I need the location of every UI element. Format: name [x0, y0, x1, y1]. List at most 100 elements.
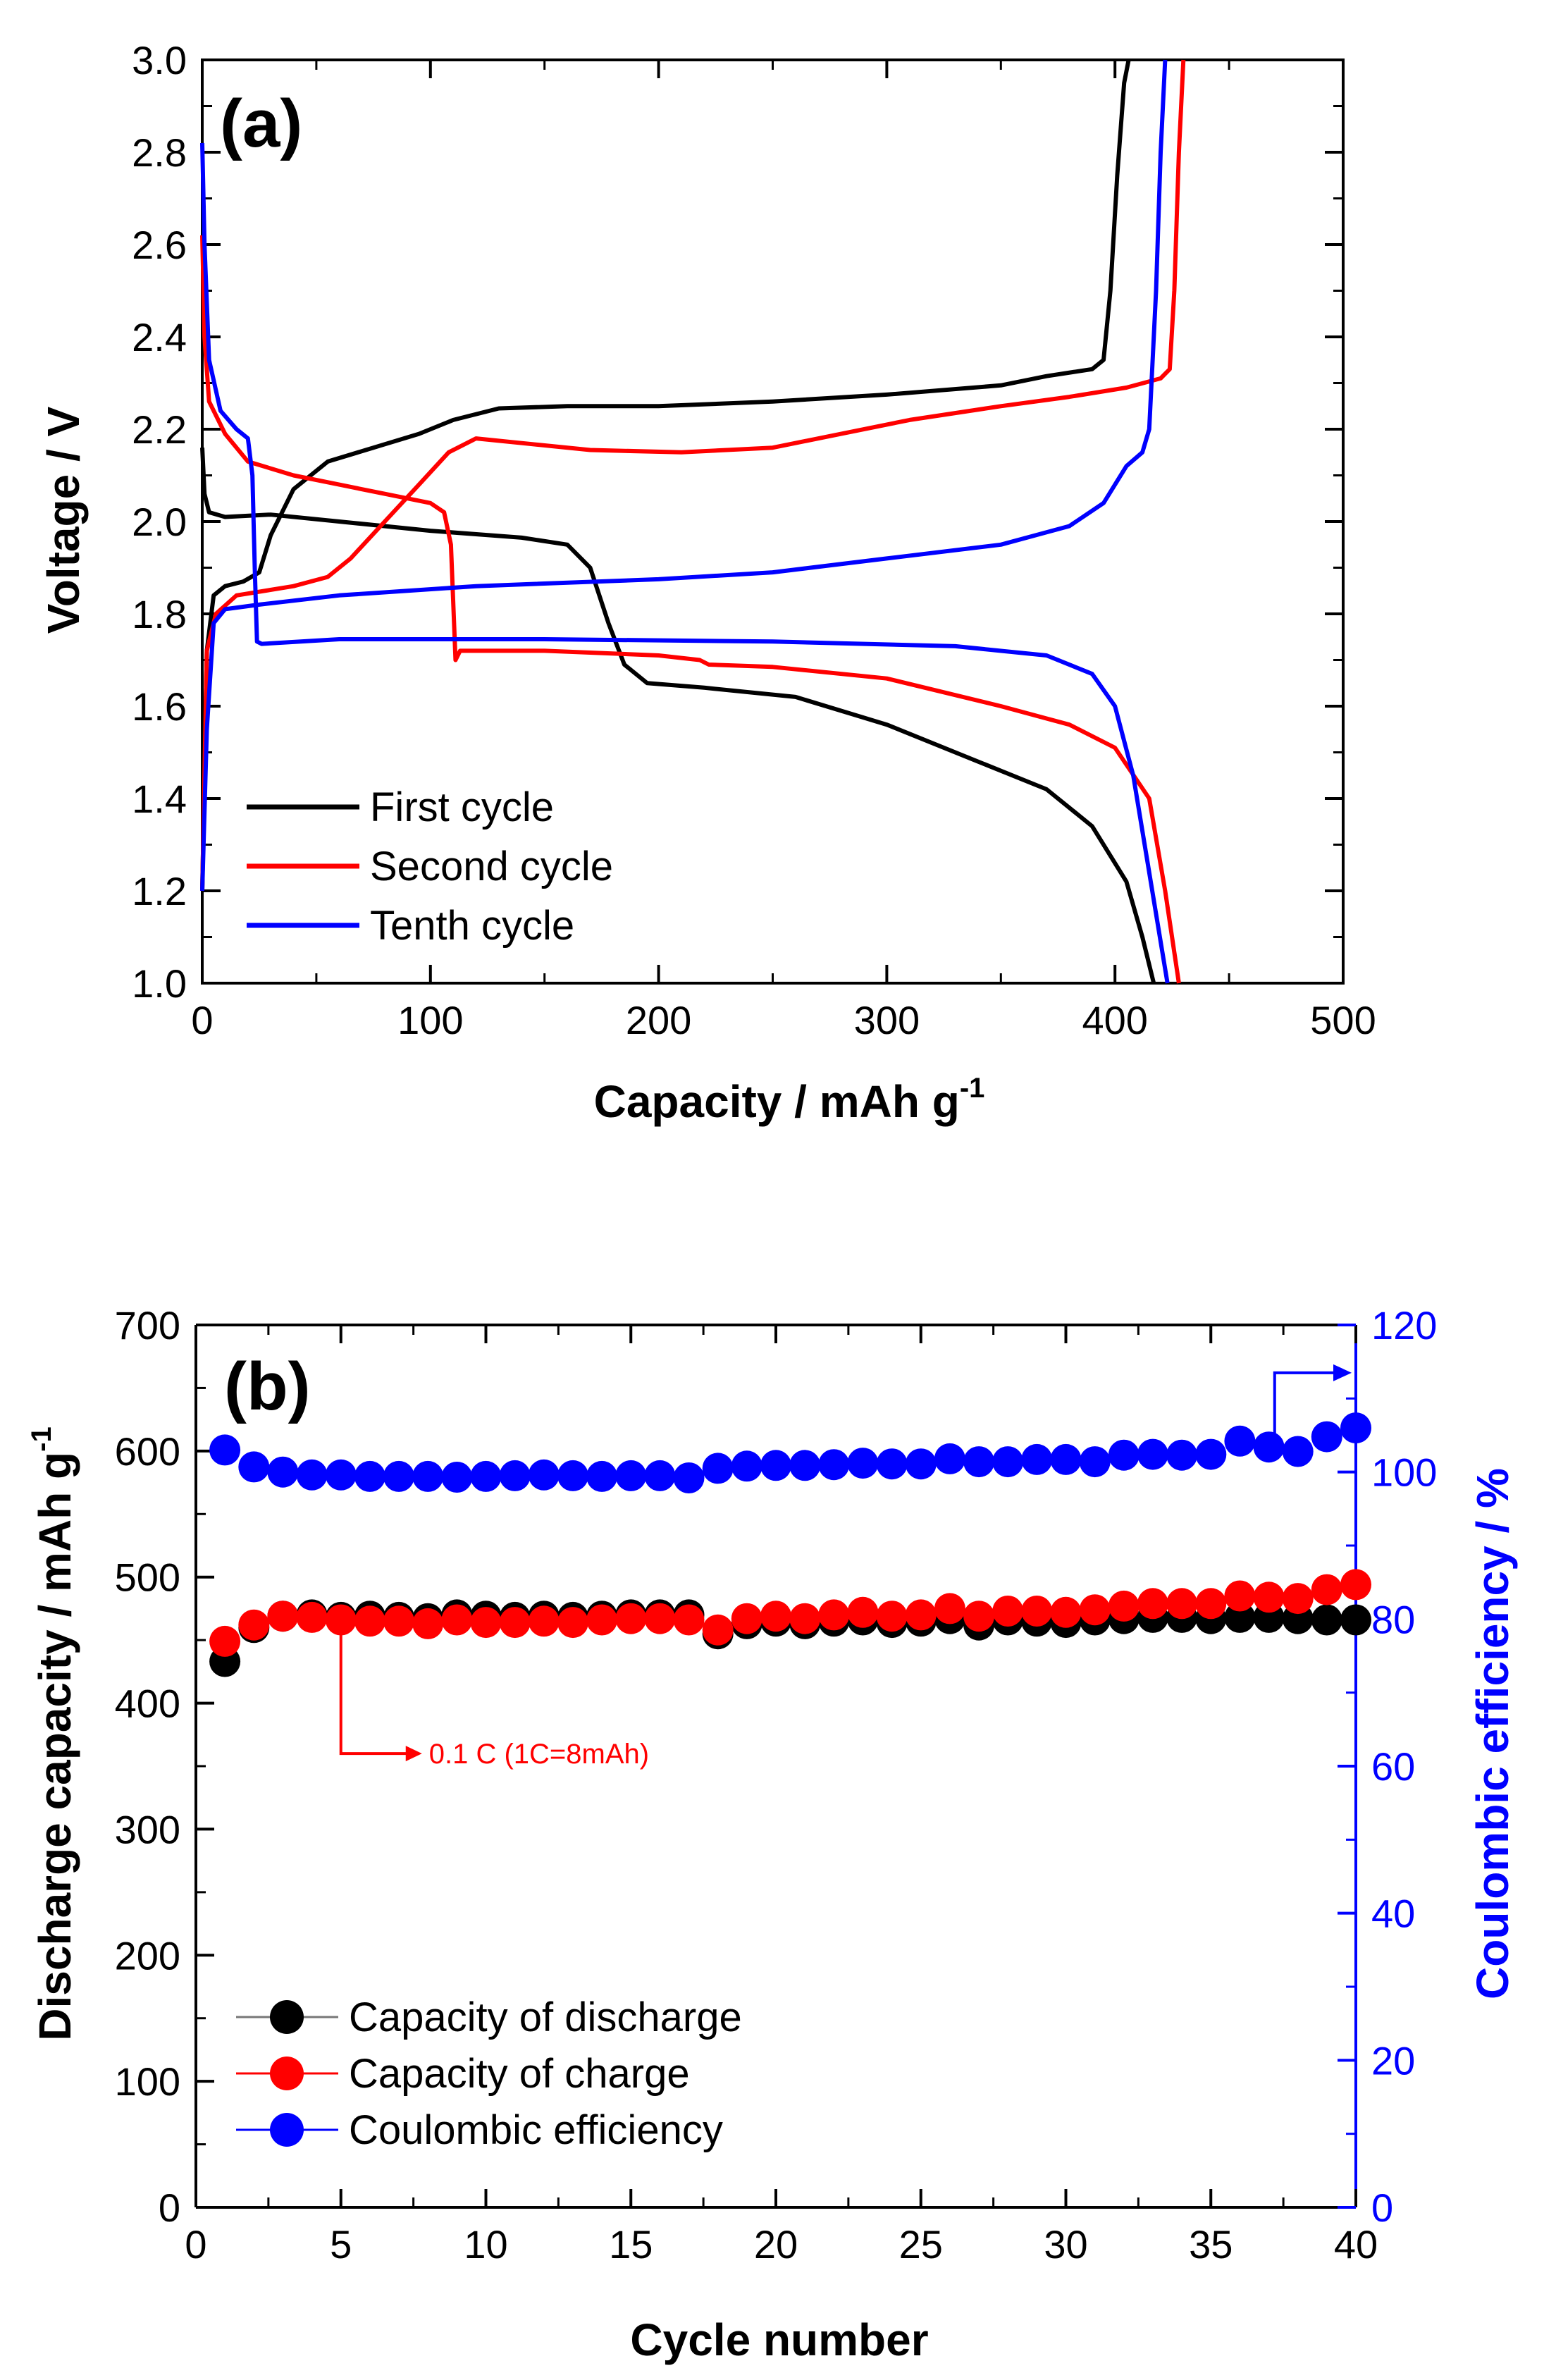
panel-b-capacity-of-charge-point — [760, 1601, 791, 1632]
panel-a-x-tick-label: 200 — [626, 998, 691, 1042]
panel-b-coulombic-efficiency-point — [1050, 1443, 1082, 1475]
panel-b-x-tick-label: 25 — [899, 2222, 943, 2267]
panel-b-coulombic-efficiency-point — [1311, 1421, 1342, 1453]
panel-b-coulombic-efficiency-point — [731, 1450, 762, 1482]
panel-b-right-y-tick-label: 100 — [1371, 1450, 1437, 1495]
panel-b-coulombic-efficiency-point — [1108, 1439, 1140, 1471]
panel-b-coulombic-efficiency-point — [586, 1460, 618, 1492]
panel-a-y-axis-title: Voltage / V — [38, 406, 89, 634]
panel-b-left-y-axis-title: Discharge capacity / mAh g-1 — [26, 1426, 80, 2040]
panel-b-rate-annotation-label: 0.1 C (1C=8mAh) — [429, 1739, 649, 1770]
panel-b-left-y-tick-label: 600 — [115, 1429, 180, 1474]
panel-b-coulombic-efficiency-point — [934, 1443, 965, 1474]
panel-b-coulombic-efficiency-point — [1166, 1439, 1198, 1471]
panel-b-coulombic-efficiency-point — [905, 1448, 937, 1480]
panel-b-coulombic-efficiency-point — [1021, 1443, 1053, 1475]
panel-b-label: (b) — [224, 1349, 311, 1424]
panel-b-legend-marker-capacity-of-charge — [270, 2057, 304, 2090]
panel-b-capacity-of-discharge-point — [1340, 1604, 1371, 1636]
panel-a-legend-label-tenth-cycle: Tenth cycle — [370, 903, 574, 949]
panel-b-left-y-axis-title-superscript: -1 — [26, 1426, 57, 1452]
panel-b-capacity-of-charge-point — [1253, 1581, 1285, 1613]
panel-a-y-tick-label: 1.4 — [132, 777, 187, 821]
panel-b-x-axis-title: Cycle number — [630, 2314, 928, 2365]
panel-b-coulombic-efficiency-point — [354, 1460, 385, 1492]
panel-b-coulombic-efficiency-point — [992, 1446, 1024, 1478]
panel-b-capacity-of-charge-point — [905, 1599, 937, 1631]
panel-b-capacity-of-discharge-point — [1224, 1601, 1256, 1633]
panel-b-coulombic-efficiency-point — [383, 1460, 414, 1492]
panel-b-coulombic-efficiency-point — [818, 1449, 850, 1481]
panel-b-x-tick-label: 0 — [185, 2222, 206, 2267]
panel-b-coulombic-efficiency-point — [615, 1460, 647, 1491]
panel-a-y-tick-label: 2.4 — [132, 315, 187, 359]
panel-a-y-tick-label: 2.2 — [132, 407, 187, 452]
panel-a-legend: First cycle Second cycle Tenth cycle — [247, 784, 613, 949]
panel-b-x-tick-label: 30 — [1044, 2222, 1087, 2267]
panel-b-coulombic-efficiency-point — [963, 1446, 995, 1478]
panel-b-coulombic-efficiency-point — [876, 1448, 908, 1480]
panel-a-x-axis-title: Capacity / mAh g-1 — [594, 1073, 985, 1127]
panel-b-coulombic-efficiency-point — [1282, 1436, 1314, 1467]
panel-b-cycling-performance-chart: 0 5 10 15 20 25 30 35 40010020030040050060070002… — [26, 1303, 1518, 2365]
panel-b-capacity-of-charge-point — [441, 1604, 473, 1636]
panel-b-left-y-tick-label: 200 — [115, 1933, 180, 1978]
panel-b-capacity-of-charge-point — [267, 1601, 299, 1632]
panel-b-right-y-tick-label: 60 — [1371, 1744, 1415, 1789]
panel-b-annotations: 0.1 C (1C=8mAh) — [339, 1364, 1352, 1770]
panel-a-y-tick-label: 2.6 — [132, 223, 187, 267]
panel-b-capacity-of-charge-point — [1311, 1574, 1342, 1605]
panel-a-tenth-cycle-charge-line — [200, 59, 1168, 892]
panel-b-right-y-tick-label: 20 — [1371, 2038, 1415, 2083]
panel-b-capacity-of-charge-point — [1282, 1583, 1314, 1615]
panel-b-x-tick-label: 35 — [1189, 2222, 1233, 2267]
panel-a-x-tick-label: 100 — [397, 998, 463, 1042]
panel-b-legend-marker-coulombic-efficiency — [270, 2113, 304, 2147]
panel-b-right-y-tick-label: 40 — [1371, 1892, 1415, 1936]
panel-b-left-y-tick-label: 700 — [115, 1303, 180, 1348]
panel-a-second-cycle-discharge-line — [200, 235, 1181, 984]
panel-b-coulombic-efficiency-point — [267, 1456, 299, 1488]
panel-a-x-tick-label: 0 — [191, 998, 213, 1042]
panel-b-coulombic-efficiency-point — [1253, 1431, 1285, 1463]
panel-a-y-tick-label: 1.2 — [132, 869, 187, 913]
panel-b-coulombic-efficiency-point — [325, 1459, 357, 1491]
panel-b-ticks: 0 5 10 15 20 25 30 35 40010020030040050060070002… — [115, 1303, 1438, 2267]
panel-b-coulombic-efficiency-point — [1224, 1425, 1256, 1457]
panel-b-capacity-of-charge-point — [876, 1601, 908, 1632]
panel-b-coulombic-efficiency-point — [644, 1460, 676, 1491]
panel-b-coulombic-efficiency-point — [238, 1451, 270, 1483]
panel-b-x-tick-label: 5 — [330, 2222, 352, 2267]
panel-b-capacity-of-charge-point — [528, 1605, 560, 1637]
panel-b-capacity-of-charge-point — [499, 1607, 531, 1639]
panel-b-capacity-of-charge-point — [586, 1604, 618, 1636]
panel-a-y-tick-label: 1.0 — [132, 961, 187, 1006]
panel-b-coulombic-efficiency-point — [557, 1460, 588, 1491]
panel-b-right-y-tick-label: 0 — [1371, 2185, 1393, 2230]
panel-b-rate-annotation-arrow — [339, 1624, 408, 1756]
panel-b-coulombic-efficiency-point — [209, 1434, 241, 1466]
panel-a-series — [200, 59, 1186, 984]
panel-a-legend-label-first-cycle: First cycle — [370, 784, 554, 830]
panel-b-coulombic-efficiency-point — [673, 1462, 705, 1493]
panel-b-capacity-of-charge-point — [412, 1608, 444, 1639]
panel-b-legend: Capacity of discharge Capacity of charge C… — [236, 1994, 742, 2153]
panel-b-capacity-of-charge-point — [557, 1607, 588, 1639]
panel-b-capacity-of-charge-point — [1050, 1596, 1082, 1628]
panel-b-efficiency-axis-arrow — [1273, 1371, 1335, 1450]
panel-b-coulombic-efficiency-point — [847, 1448, 879, 1479]
panel-b-capacity-of-discharge-point — [1311, 1604, 1342, 1636]
panel-b-efficiency-axis-arrowhead — [1333, 1364, 1352, 1381]
panel-b-left-y-tick-label: 400 — [115, 1682, 180, 1726]
panel-b-x-tick-label: 10 — [464, 2222, 507, 2267]
panel-a-first-cycle-discharge-line — [200, 448, 1156, 984]
panel-b-coulombic-efficiency-point — [296, 1459, 328, 1491]
panel-b-x-tick-label: 20 — [754, 2222, 798, 2267]
panel-b-capacity-of-charge-point — [702, 1614, 734, 1646]
panel-b-coulombic-efficiency-point — [499, 1460, 531, 1491]
panel-b-capacity-of-charge-point — [1108, 1590, 1140, 1622]
panel-b-capacity-of-charge-point — [1079, 1594, 1111, 1626]
panel-a-x-tick-label: 500 — [1310, 998, 1376, 1042]
panel-b-capacity-of-charge-point — [209, 1625, 241, 1657]
